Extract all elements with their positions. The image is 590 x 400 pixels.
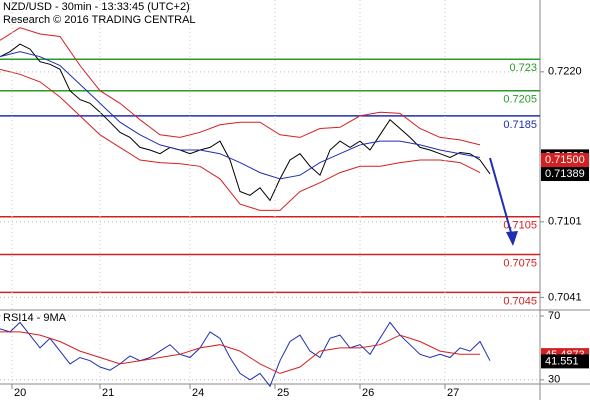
x-tick-label: 24 bbox=[192, 387, 204, 399]
series-line bbox=[0, 51, 481, 180]
x-tick-label: 27 bbox=[447, 387, 459, 399]
value-box-label: 0.71500 bbox=[545, 154, 585, 166]
series-line bbox=[0, 331, 480, 374]
level-label: 0.7105 bbox=[503, 220, 537, 232]
value-box bbox=[541, 153, 589, 168]
chart-title: NZD/USD - 30min - 13:33:45 (UTC+2) bbox=[3, 1, 190, 13]
level-label: 0.723 bbox=[509, 62, 537, 74]
value-box-label: 41.551 bbox=[545, 355, 579, 367]
series-line bbox=[0, 68, 481, 211]
series-line bbox=[0, 321, 491, 388]
y-tick-label: 70 bbox=[548, 310, 560, 322]
y-tick-label: 0.7101 bbox=[548, 216, 582, 228]
chart-subtitle: Research © 2016 TRADING CENTRAL bbox=[3, 14, 196, 26]
value-box bbox=[541, 167, 589, 182]
level-label: 0.7185 bbox=[503, 119, 537, 131]
value-box-label: 0.71389 bbox=[545, 168, 585, 180]
y-tick-label: 0.7041 bbox=[548, 291, 582, 303]
panel-title: RSI14 - 9MA bbox=[3, 312, 67, 324]
level-label: 0.7045 bbox=[503, 295, 537, 307]
x-tick-label: 26 bbox=[362, 387, 374, 399]
y-tick-label: 0.7220 bbox=[548, 66, 582, 78]
forecast-arrow bbox=[489, 157, 513, 237]
x-tick-label: 20 bbox=[14, 387, 26, 399]
y-tick-label: 30 bbox=[548, 374, 560, 386]
x-tick-label: 25 bbox=[277, 387, 289, 399]
level-label: 0.7075 bbox=[503, 257, 537, 269]
value-box bbox=[541, 354, 589, 369]
series-line bbox=[0, 43, 491, 202]
series-line bbox=[0, 27, 481, 146]
level-label: 0.7205 bbox=[503, 94, 537, 106]
x-tick-label: 21 bbox=[102, 387, 114, 399]
forecast-arrowhead bbox=[506, 231, 518, 246]
